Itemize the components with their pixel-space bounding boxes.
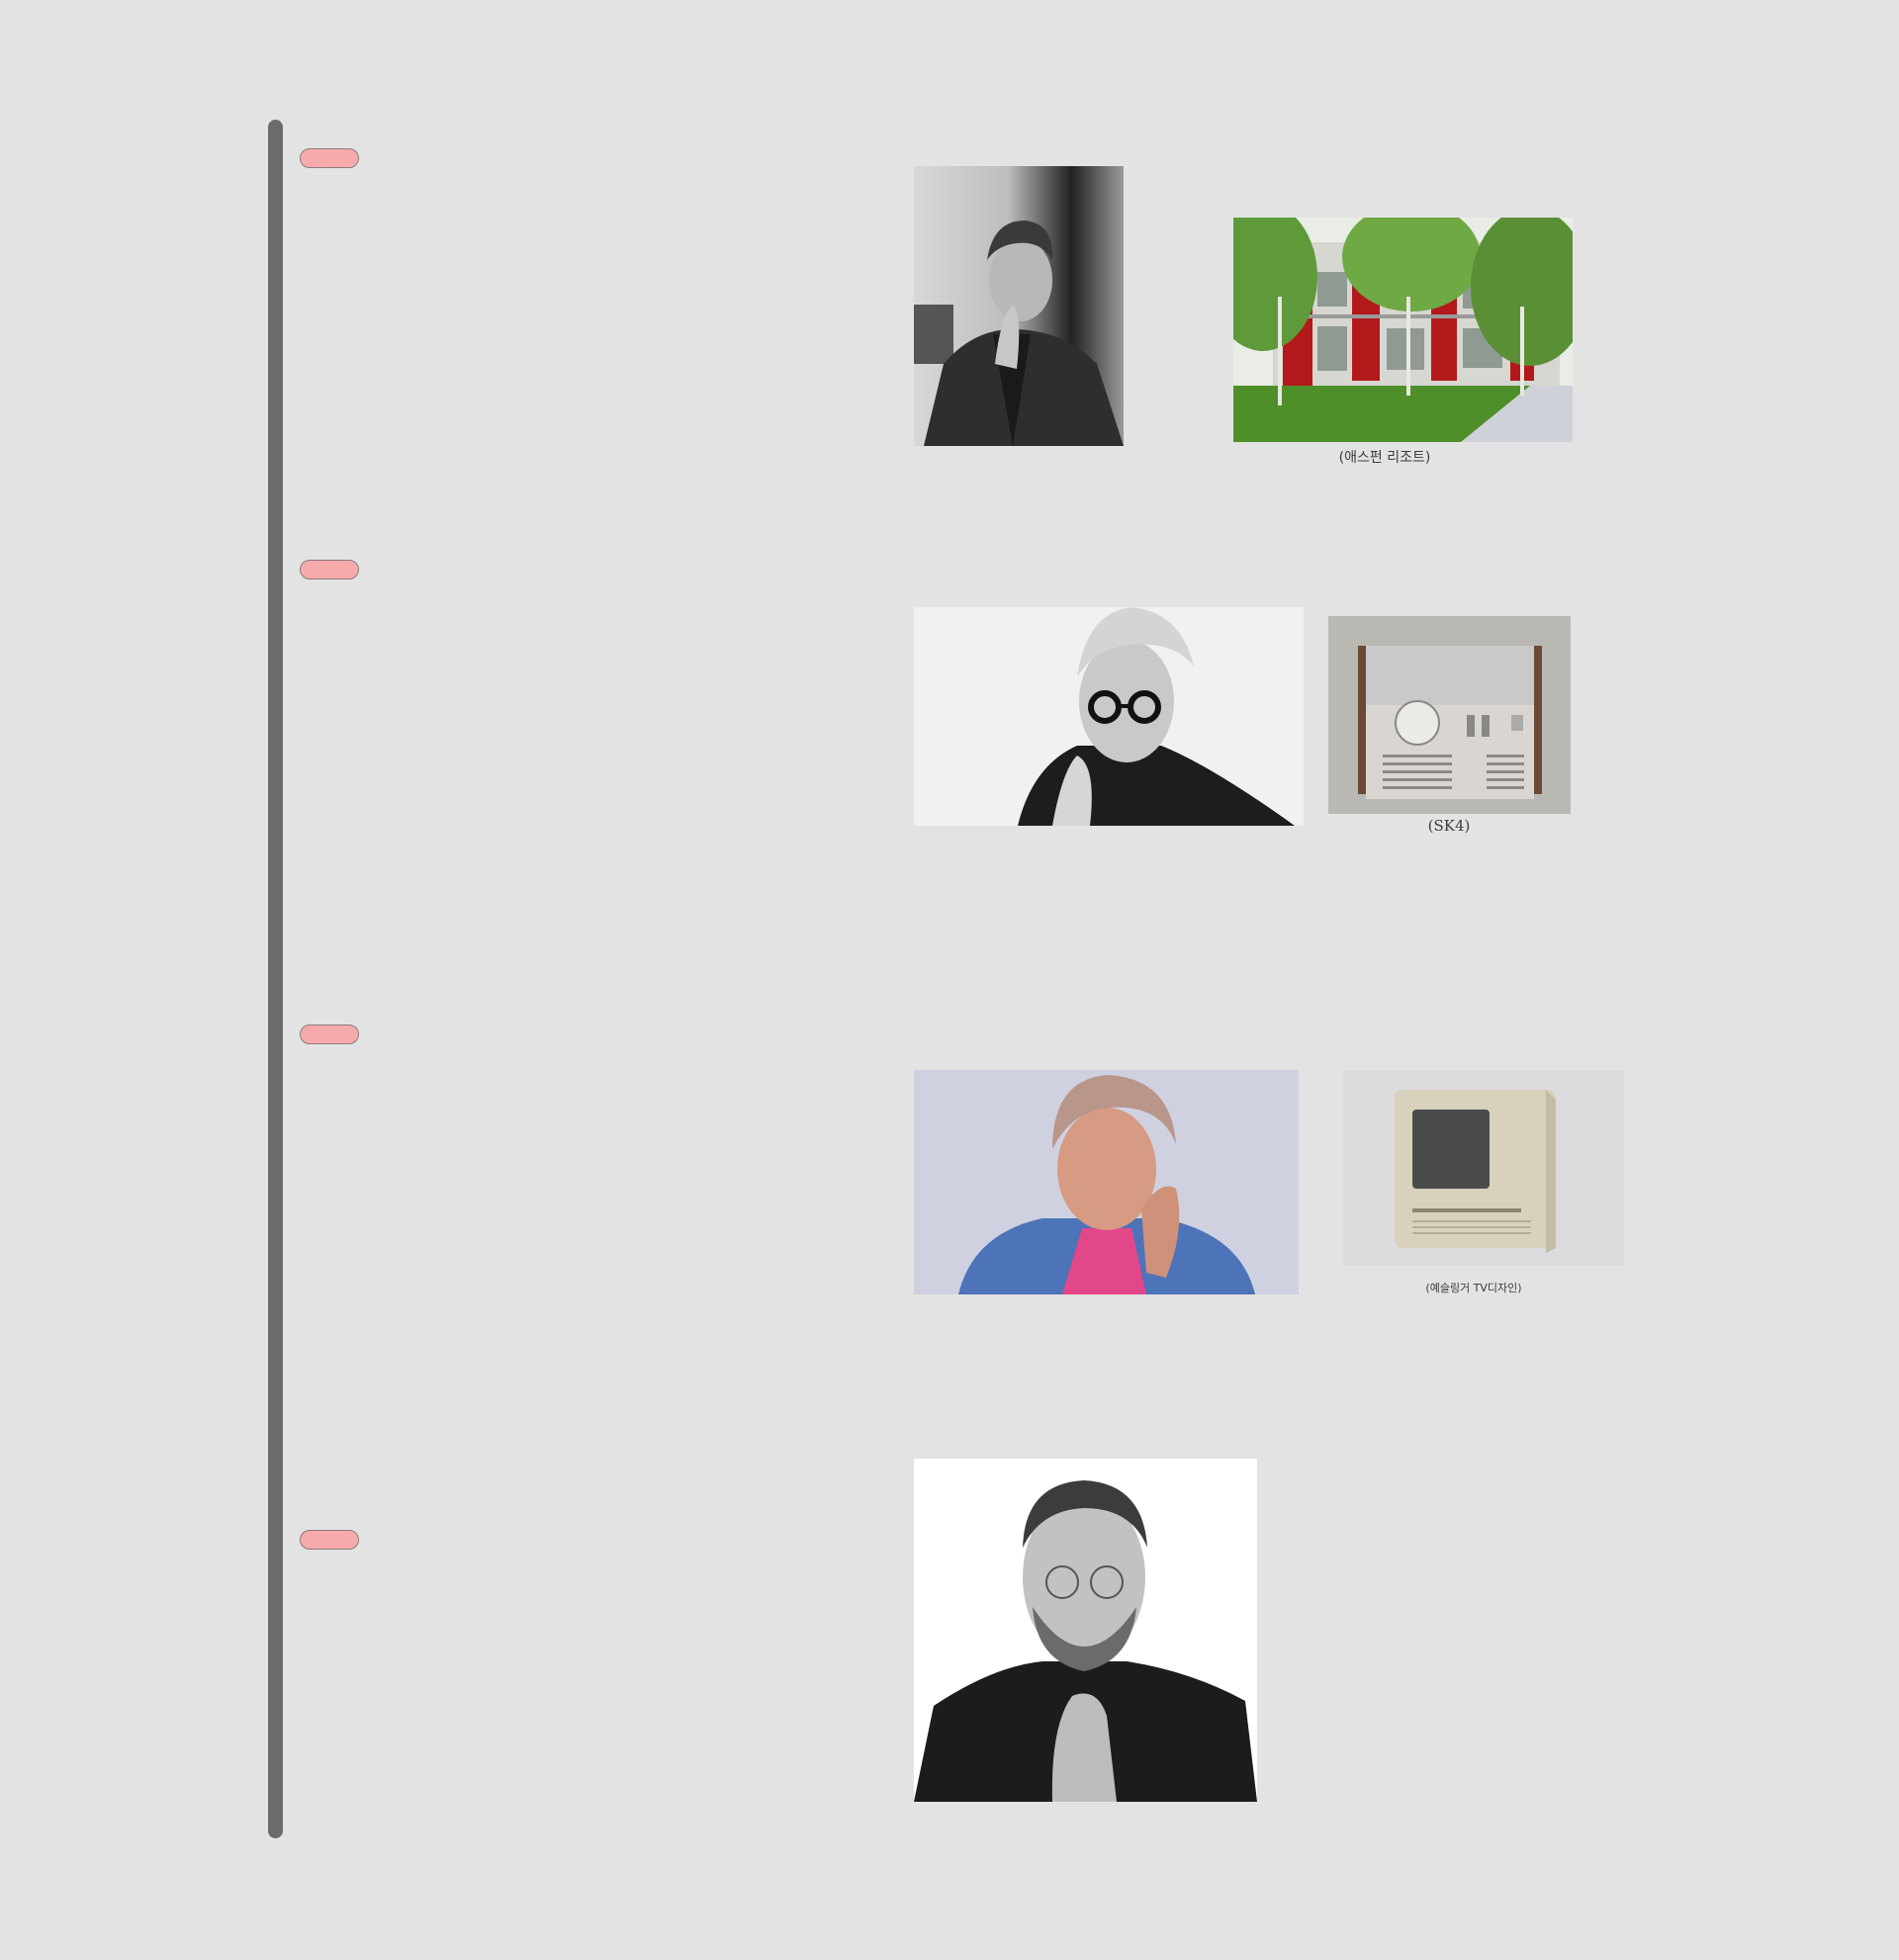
timeline-marker-1[interactable] xyxy=(300,148,359,168)
designer-portrait-3 xyxy=(914,1070,1299,1294)
caption-entry-2: (SK4) xyxy=(1427,817,1471,835)
caption-entry-3: (예슬링거 TV디자인) xyxy=(1425,1282,1522,1294)
designer-portrait-1 xyxy=(914,166,1124,446)
building-photo xyxy=(1233,218,1573,442)
product-photo-sk4 xyxy=(1328,616,1571,814)
timeline-marker-2[interactable] xyxy=(300,560,359,579)
timeline-marker-4[interactable] xyxy=(300,1530,359,1550)
designer-portrait-2 xyxy=(914,607,1304,826)
product-photo-computer xyxy=(1343,1070,1624,1266)
caption-entry-1: (애스펀 리조트) xyxy=(1338,450,1431,466)
timeline-rail xyxy=(268,120,283,1838)
designer-portrait-4 xyxy=(914,1459,1257,1802)
timeline-marker-3[interactable] xyxy=(300,1025,359,1044)
